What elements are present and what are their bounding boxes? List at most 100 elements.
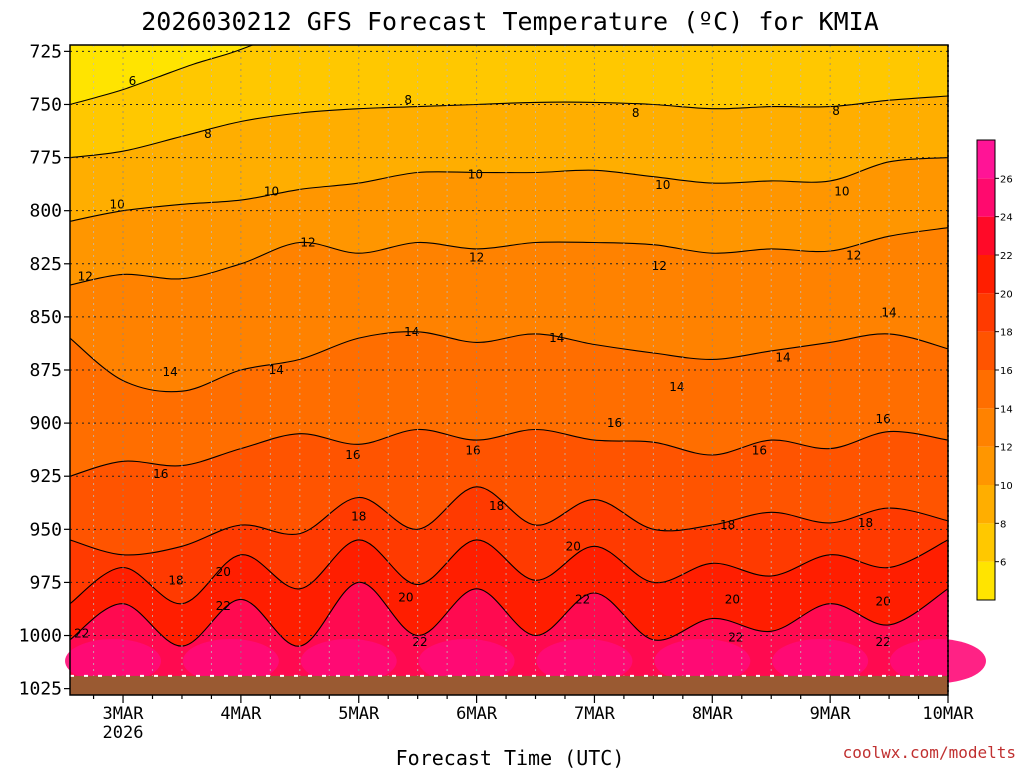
contour-label: 8 — [404, 93, 412, 107]
colorbar-swatch — [977, 370, 995, 409]
contour-label: 18 — [489, 499, 504, 513]
colorbar-swatch — [977, 446, 995, 485]
contour-label: 18 — [720, 518, 735, 532]
y-tick-label: 1025 — [19, 679, 62, 700]
contour-label: 20 — [216, 565, 231, 579]
contour-line-16 — [69, 428, 949, 477]
contour-label: 10 — [834, 185, 849, 199]
colorbar-tick-label: 12 — [1000, 443, 1013, 454]
colorbar-swatch — [977, 523, 995, 562]
contour-label: 10 — [468, 168, 483, 182]
contour-line-6 — [69, 44, 253, 106]
x-tick-label: 8MAR — [692, 704, 734, 724]
contour-label: 14 — [163, 365, 178, 379]
y-tick-label: 800 — [29, 201, 62, 222]
contour-line-18 — [69, 486, 949, 556]
x-tick-label: 7MAR — [574, 704, 616, 724]
contour-label: 12 — [469, 250, 484, 264]
y-tick-label: 850 — [29, 307, 62, 328]
contour-label: 16 — [465, 444, 480, 458]
contour-line-12 — [69, 227, 949, 286]
contour-label: 22 — [412, 635, 427, 649]
colorbar-tick-label: 26 — [1000, 174, 1013, 185]
contour-label: 16 — [607, 416, 622, 430]
colorbar-swatch — [977, 408, 995, 447]
x-tick-label: 4MAR — [220, 704, 262, 724]
x-tick-label: 10MAR — [922, 704, 974, 724]
y-tick-label: 775 — [29, 148, 62, 169]
colorbar-swatch — [977, 293, 995, 332]
fill-pocket-24-26 — [418, 639, 515, 684]
contour-label: 22 — [216, 599, 231, 613]
x-tick-label: 6MAR — [456, 704, 498, 724]
colorbar-tick-label: 16 — [1000, 366, 1013, 377]
colorbar-swatch — [977, 485, 995, 524]
chart-title: 2026030212 GFS Forecast Temperature (ºC)… — [141, 7, 879, 36]
contour-label: 22 — [575, 592, 590, 606]
contour-label: 10 — [264, 185, 279, 199]
contour-label: 18 — [858, 516, 873, 530]
contour-label: 20 — [725, 592, 740, 606]
contour-line-20 — [69, 539, 949, 605]
x-axis: 3MAR 4MAR 5MAR 6MAR 7MAR 8MAR 9MAR 10MAR 2026 — [92, 695, 974, 743]
y-tick-label: 1000 — [19, 626, 62, 647]
contour-label: 22 — [876, 635, 891, 649]
fill-pocket-24-26 — [536, 639, 633, 684]
colorbar-tick-label: 20 — [1000, 289, 1013, 300]
ground-below-surface — [70, 675, 948, 695]
x-axis-title: Forecast Time (UTC) — [396, 746, 625, 768]
colorbar-tick-label: 8 — [1000, 519, 1006, 530]
y-tick-label: 975 — [29, 572, 62, 593]
contour-label: 10 — [110, 197, 125, 211]
contour-label: 12 — [846, 248, 861, 262]
contour-label: 20 — [566, 539, 581, 553]
colorbar-swatch — [977, 140, 995, 179]
contour-label: 14 — [775, 350, 790, 364]
y-axis: 725 750 775 800 825 850 875 900 925 950 975 1000 102… — [19, 41, 70, 700]
contour-label: 14 — [549, 331, 564, 345]
contour-label: 6 — [129, 74, 137, 88]
contour-label: 12 — [78, 270, 93, 284]
contour-label: 16 — [153, 467, 168, 481]
colorbar: 6 8 10 12 14 16 18 20 22 24 26 — [976, 139, 1013, 601]
colorbar-tick-label: 24 — [1000, 213, 1013, 224]
contour-label: 14 — [404, 325, 419, 339]
colorbar-tick-label: 14 — [1000, 404, 1013, 415]
fill-band-lt6 — [70, 45, 948, 105]
contour-label: 14 — [881, 306, 896, 320]
contour-label: 8 — [632, 106, 640, 120]
contour-label: 14 — [669, 380, 684, 394]
credit-text: coolwx.com/modelts — [843, 743, 1016, 762]
colorbar-swatch — [977, 331, 995, 370]
fill-pocket-24-26 — [890, 639, 986, 684]
fill-pocket-24-26 — [300, 639, 397, 684]
colorbar-tick-label: 10 — [1000, 481, 1013, 492]
y-tick-label: 725 — [29, 41, 62, 62]
contour-label: 18 — [351, 510, 366, 524]
contour-label: 16 — [752, 444, 767, 458]
colorbar-tick-label: 6 — [1000, 558, 1006, 569]
contour-label: 22 — [728, 631, 743, 645]
contour-label: 16 — [876, 412, 891, 426]
contour-label: 8 — [204, 127, 212, 141]
contour-label: 20 — [876, 595, 891, 609]
contour-line-14 — [69, 331, 949, 393]
fill-pocket-24-26 — [182, 639, 279, 684]
contour-label: 22 — [74, 626, 89, 640]
contour-label: 18 — [168, 573, 183, 587]
contour-label: 16 — [345, 448, 360, 462]
contour-line-22 — [69, 581, 949, 647]
colorbar-swatch — [977, 561, 995, 600]
x-year-label: 2026 — [103, 723, 144, 743]
fill-pocket-24-26 — [772, 639, 869, 684]
x-tick-label: 5MAR — [338, 704, 380, 724]
contour-label: 8 — [832, 104, 840, 118]
contour-label: 10 — [655, 178, 670, 192]
y-tick-label: 875 — [29, 360, 62, 381]
fill-pocket-24-26 — [654, 639, 751, 684]
y-tick-label: 925 — [29, 466, 62, 487]
plot-area: 6 8 8 8 8 10 10 10 10 10 12 12 12 12 12 14 14 14 14 14 14 14 1… — [65, 44, 986, 696]
fill-pocket-24-26 — [65, 639, 162, 684]
y-tick-label: 825 — [29, 254, 62, 275]
